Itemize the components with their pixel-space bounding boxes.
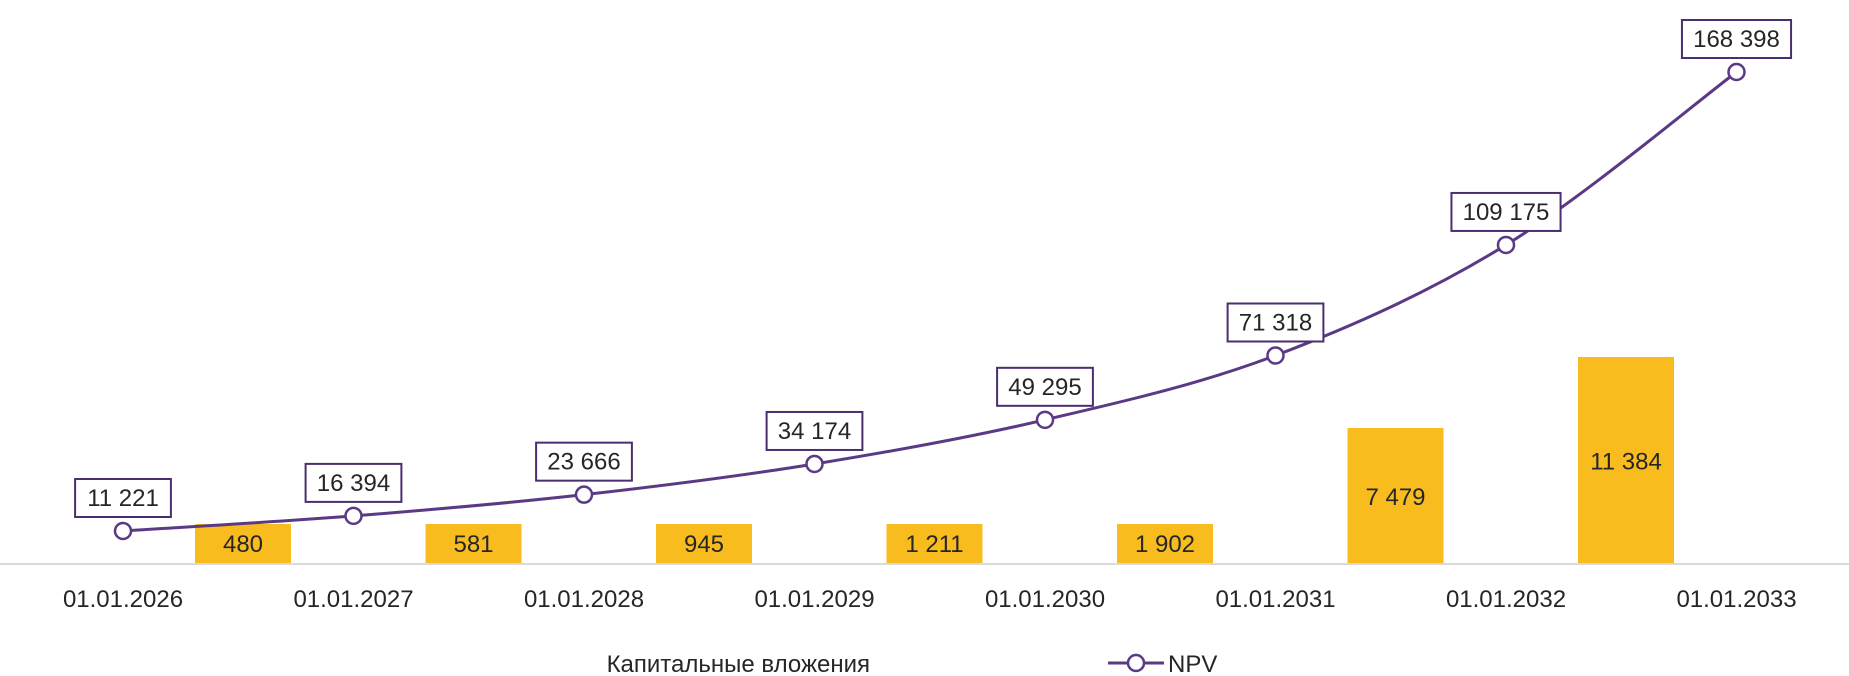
- x-tick-label: 01.01.2032: [1446, 586, 1566, 613]
- npv-data-label: 11 221: [87, 485, 159, 512]
- npv-data-label: 71 318: [1239, 310, 1312, 337]
- npv-label-box: [74, 478, 172, 518]
- capex-bar: [886, 524, 983, 564]
- capex-bars: 480 581 945 1 211 1 902 7 479 11 384: [195, 357, 1674, 564]
- capex-bar-label: 480: [223, 531, 263, 558]
- npv-marker: [1727, 62, 1746, 82]
- npv-line: [122, 70, 1738, 533]
- capex-bar-label: 11 384: [1590, 449, 1662, 476]
- capex-bar: [656, 524, 752, 564]
- npv-label-box: [1680, 19, 1793, 59]
- npv-label-box: [304, 462, 403, 503]
- npv-data-label: 16 394: [317, 470, 390, 497]
- npv-data-label: 168 398: [1693, 26, 1780, 53]
- capex-bar: [195, 524, 291, 564]
- legend-label-capex: Капитальные вложения: [607, 651, 870, 676]
- npv-label-box: [996, 366, 1094, 407]
- legend-label-npv: NPV: [1168, 651, 1217, 676]
- npv-marker: [1496, 235, 1516, 255]
- npv-data-label: 49 295: [1008, 374, 1081, 401]
- npv-line-series: 11 221 16 394 23 666 34 174 49 295 71 318 109 …: [74, 19, 1793, 541]
- npv-label-box: [765, 410, 864, 451]
- npv-data-label: 109 175: [1463, 199, 1550, 226]
- capex-bar-label: 7 479: [1365, 484, 1425, 511]
- x-tick-label: 01.01.2033: [1676, 586, 1796, 613]
- capex-bar-label: 945: [684, 531, 724, 558]
- npv-label-box: [535, 441, 633, 482]
- x-tick-label: 01.01.2026: [63, 586, 183, 613]
- npv-label-box: [1226, 302, 1325, 343]
- npv-marker: [344, 506, 363, 526]
- capex-bar-label: 1 902: [1135, 531, 1195, 558]
- npv-marker: [574, 485, 594, 504]
- legend: Капитальные вложения NPV: [607, 651, 1218, 676]
- npv-data-label: 34 174: [778, 418, 851, 445]
- npv-marker: [113, 521, 133, 541]
- npv-marker: [805, 454, 824, 474]
- capex-bar: [1117, 524, 1213, 564]
- x-axis-ticks: 01.01.2026 01.01.2027 01.01.2028 01.01.2029…: [63, 586, 1797, 613]
- capex-bar: [1578, 357, 1674, 564]
- npv-data-label: 23 666: [547, 449, 620, 476]
- npv-marker: [1266, 346, 1285, 365]
- legend-swatch-npv-marker: [1126, 653, 1146, 673]
- capex-bar-label: 581: [453, 531, 493, 558]
- capex-bar: [1347, 428, 1444, 564]
- x-tick-label: 01.01.2028: [524, 586, 644, 613]
- npv-label-box: [1450, 191, 1562, 232]
- x-tick-label: 01.01.2029: [754, 586, 874, 613]
- capex-bar: [425, 524, 522, 564]
- npv-marker: [1035, 410, 1055, 430]
- x-tick-label: 01.01.2027: [293, 586, 413, 613]
- capex-bar-label: 1 211: [905, 531, 963, 558]
- x-tick-label: 01.01.2031: [1215, 586, 1335, 613]
- x-tick-label: 01.01.2030: [985, 586, 1105, 613]
